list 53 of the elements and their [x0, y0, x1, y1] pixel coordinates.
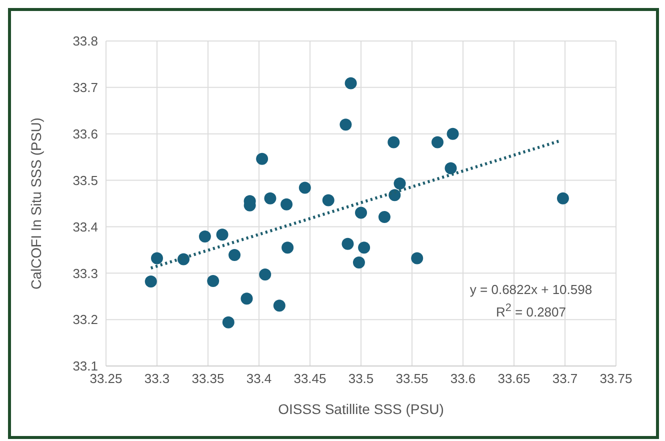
x-tick-label: 33.3 [144, 371, 170, 386]
point [144, 276, 157, 288]
y-tick-label: 33.2 [72, 312, 98, 328]
annotation: R$^{2}$ = 0.2807 [495, 301, 567, 322]
point [298, 182, 311, 194]
x-tick-label: 33.5 [348, 371, 374, 386]
point [151, 252, 163, 264]
point [264, 192, 276, 204]
point [352, 256, 365, 268]
point [388, 136, 400, 148]
point [222, 316, 234, 328]
x-tick-label: 33.7 [552, 371, 578, 386]
point [259, 268, 272, 281]
point [216, 228, 228, 241]
point [342, 238, 354, 250]
point [256, 152, 268, 165]
point [344, 77, 357, 90]
y-tick-label: 33.1 [72, 358, 98, 374]
y-tick-label: 33.4 [72, 219, 98, 234]
x-tick-label: 33.55 [396, 371, 428, 386]
point [228, 249, 241, 262]
x-axis-title: OISSS Satillite SSS (PSU) [278, 401, 444, 417]
point [282, 242, 294, 254]
x-tick-label: 33.65 [498, 371, 530, 386]
x-tick-label: 33.25 [90, 371, 122, 386]
point [394, 178, 406, 190]
point [280, 198, 293, 210]
x-tick-label: 33.4 [246, 371, 272, 386]
point [446, 128, 459, 140]
x-tick-label: 33.6 [450, 371, 476, 386]
point [340, 118, 352, 131]
y-tick-label: 33.7 [72, 80, 98, 96]
point [207, 275, 220, 288]
point [273, 300, 286, 312]
y-tick-label: 33.8 [72, 34, 98, 49]
point [411, 252, 424, 264]
y-axis-title: CalCOFI In Situ SSS (PSU) [28, 118, 44, 290]
point [198, 230, 211, 242]
x-tick-label: 33.35 [192, 371, 224, 386]
point [355, 206, 367, 219]
annotation: y = 0.6822x + 10.598 [468, 281, 594, 299]
point [432, 136, 444, 148]
point [444, 162, 457, 174]
point [556, 192, 569, 204]
y-tick-label: 33.6 [72, 126, 98, 142]
point [322, 194, 334, 206]
point [378, 210, 390, 223]
y-tick-label: 33.5 [72, 172, 98, 188]
y-tick-label: 33.3 [72, 266, 98, 281]
x-tick-label: 33.75 [600, 371, 632, 386]
x-tick-label: 33.45 [294, 371, 326, 386]
point [240, 292, 253, 305]
point [358, 242, 370, 254]
